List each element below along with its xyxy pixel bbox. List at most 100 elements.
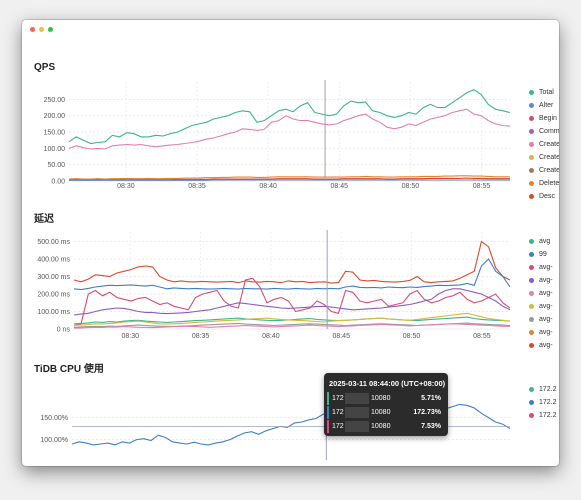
tooltip-value: 5.71% <box>421 395 441 402</box>
legend-color-dot <box>529 129 534 134</box>
tooltip-value: 7.53% <box>421 423 441 430</box>
legend-color-dot <box>529 265 534 270</box>
tooltip-timestamp: 2025-03-11 08:44:00 (UTC+08:00) <box>329 379 446 388</box>
legend-item[interactable]: avg- <box>529 300 559 313</box>
series-line-avg <box>73 323 511 329</box>
legend-color-dot <box>529 116 534 121</box>
y-tick-label: 100.00 ms <box>37 309 70 316</box>
y-tick-label: 250.00 <box>44 97 66 104</box>
legend-label: 172.2 <box>539 412 557 419</box>
legend-item[interactable]: Total <box>529 86 559 99</box>
legend-item[interactable]: Delete <box>529 177 559 190</box>
minimize-window-button[interactable] <box>39 27 44 32</box>
maximize-window-button[interactable] <box>48 27 53 32</box>
legend-color-dot <box>529 252 534 257</box>
cpu-legend: 172.2 172.2 172.2 <box>529 383 559 427</box>
legend-label: Begin <box>539 115 557 122</box>
x-tick-label: 08:55 <box>473 183 491 190</box>
y-tick-label: 100.00 <box>44 146 66 153</box>
x-tick-label: 08:40 <box>262 333 280 340</box>
legend-label: avg <box>539 238 551 245</box>
legend-item[interactable]: Create <box>529 151 559 164</box>
y-tick-label: 0.00 <box>51 179 65 186</box>
series-color-marker <box>327 406 329 419</box>
series-line-99 <box>73 258 511 291</box>
legend-label: 172.2 <box>539 386 557 393</box>
redacted-block <box>345 407 369 418</box>
y-tick-label: 150.00 <box>44 130 66 137</box>
legend-item[interactable]: 172.2 <box>529 396 559 409</box>
legend-label: avg- <box>539 290 553 297</box>
legend-label: Total <box>539 89 554 96</box>
legend-item[interactable]: Create <box>529 138 559 151</box>
legend-color-dot <box>529 103 534 108</box>
legend-item[interactable]: Commit <box>529 125 559 138</box>
y-tick-label: 200.00 ms <box>37 292 70 299</box>
legend-item[interactable]: avg- <box>529 274 559 287</box>
y-tick-label: 100.00% <box>40 437 68 444</box>
legend-color-dot <box>529 155 534 160</box>
legend-color-dot <box>529 181 534 186</box>
legend-color-dot <box>529 304 534 309</box>
legend-color-dot <box>529 317 534 322</box>
x-tick-label: 08:50 <box>402 183 420 190</box>
legend-color-dot <box>529 330 534 335</box>
legend-item[interactable]: Alter <box>529 99 559 112</box>
tooltip-row: 172 10080 7.53% <box>327 420 444 433</box>
legend-item[interactable]: avg- <box>529 339 559 349</box>
legend-item[interactable]: avg- <box>529 326 559 339</box>
close-window-button[interactable] <box>30 27 35 32</box>
legend-item[interactable]: Begin <box>529 112 559 125</box>
legend-item[interactable]: Desc <box>529 190 559 200</box>
legend-item[interactable]: avg <box>529 235 559 248</box>
window-controls <box>30 27 53 32</box>
x-tick-label: 08:40 <box>259 183 277 190</box>
x-tick-label: 08:35 <box>192 333 210 340</box>
redacted-block <box>345 421 369 432</box>
legend-label: Desc <box>539 193 555 200</box>
series-line-total <box>68 88 511 145</box>
tooltip-host: 172 <box>332 423 344 430</box>
legend-item[interactable]: 172.2 <box>529 409 559 422</box>
panel-title-qps: QPS <box>34 62 56 73</box>
legend-label: avg- <box>539 303 553 310</box>
chart-tooltip: 2025-03-11 08:44:00 (UTC+08:00) 172 1008… <box>324 373 448 436</box>
y-tick-label: 0 ns <box>57 327 71 334</box>
legend-color-dot <box>529 291 534 296</box>
legend-label: Create <box>539 167 559 174</box>
y-tick-label: 500.00 ms <box>37 239 70 246</box>
series-line-avg <box>73 240 511 284</box>
legend-label: 172.2 <box>539 399 557 406</box>
series-line-create <box>68 108 511 150</box>
y-tick-label: 150.00% <box>40 415 68 422</box>
browser-window: QPS 延迟 TiDB CPU 使用 0.00 50.00 100.00 150.00… <box>22 20 559 466</box>
series-line-avg <box>73 288 511 316</box>
legend-color-dot <box>529 343 534 348</box>
legend-item[interactable]: Create <box>529 164 559 177</box>
panel-title-latency: 延迟 <box>34 214 54 225</box>
legend-color-dot <box>529 168 534 173</box>
legend-color-dot <box>529 400 534 405</box>
legend-item[interactable]: avg- <box>529 261 559 274</box>
charts-canvas[interactable]: 0.00 50.00 100.00 150.00 200.00 250.00 08:30 08… <box>22 20 559 466</box>
panel-title-cpu: TiDB CPU 使用 <box>34 364 104 375</box>
y-tick-label: 400.00 ms <box>37 257 70 264</box>
tooltip-row: 172 10080 172.73% <box>327 406 444 419</box>
tooltip-port: 10080 <box>371 423 391 430</box>
x-tick-label: 08:35 <box>188 183 206 190</box>
series-line-desc <box>68 177 510 181</box>
legend-item[interactable]: 172.2 <box>529 383 559 396</box>
legend-item[interactable]: avg- <box>529 287 559 300</box>
legend-label: Alter <box>539 102 554 109</box>
legend-label: Commit <box>539 128 559 135</box>
redacted-block <box>345 393 369 404</box>
x-tick-label: 08:50 <box>403 333 421 340</box>
legend-label: avg- <box>539 277 553 284</box>
legend-label: avg- <box>539 264 553 271</box>
legend-label: Delete <box>539 180 559 187</box>
legend-item[interactable]: 99 <box>529 248 559 261</box>
legend-color-dot <box>529 413 534 418</box>
legend-item[interactable]: avg- <box>529 313 559 326</box>
y-tick-label: 50.00 <box>47 162 65 169</box>
y-tick-label: 200.00 <box>44 113 66 120</box>
